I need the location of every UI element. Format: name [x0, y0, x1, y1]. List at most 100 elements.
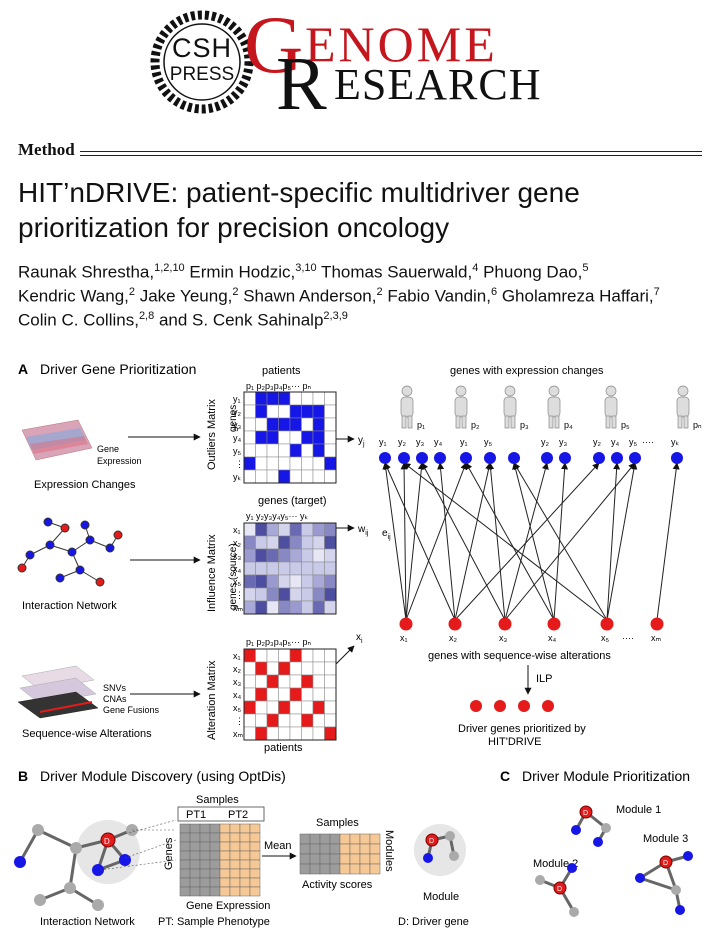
- activity-cell: [319, 843, 331, 855]
- pt1-label: PT1: [186, 809, 206, 821]
- matrix-cell: [243, 443, 256, 458]
- interaction-network-b-label: Interaction Network: [40, 916, 135, 928]
- sequence-alteration-icon: [17, 665, 99, 719]
- alteration-matrix: [243, 648, 337, 741]
- matrix-cell: [289, 443, 302, 458]
- author-affiliation: 2,8: [138, 310, 155, 322]
- matrix-cell: [255, 700, 268, 715]
- edge: [437, 462, 456, 621]
- matrix-cell: [324, 443, 337, 458]
- matrix-cell: [243, 417, 256, 432]
- yj-label: yj: [358, 435, 365, 448]
- projection-lines: [99, 819, 177, 871]
- edge: [504, 462, 636, 621]
- matrix-cell: [324, 548, 337, 563]
- matrix-cell: [289, 561, 302, 576]
- matrix-cell: [324, 561, 337, 576]
- panel-c-title: Driver Module Prioritization: [522, 768, 690, 784]
- expression-cell: [209, 850, 221, 861]
- matrix-cell: [255, 687, 268, 702]
- ellipsis-top: ····: [642, 437, 654, 447]
- module-1-label: Module 1: [616, 804, 661, 816]
- section-label: Method: [18, 140, 75, 159]
- matrix-cell: [324, 391, 337, 406]
- expression-gene-node: [593, 452, 605, 464]
- matrix-cell: [243, 600, 256, 615]
- matrix-cell: [301, 391, 314, 406]
- patient-body-icon: [400, 396, 414, 418]
- matrix-cell: [289, 687, 302, 702]
- matrix-cell: [301, 700, 314, 715]
- matrix-cell: [301, 456, 314, 471]
- patient-leg-icon: [401, 415, 407, 429]
- p-labels: p₁ p₂p₃p₄p₅··· pₙ: [246, 381, 312, 391]
- expression-gene-node: [416, 452, 428, 464]
- wij-label: wij: [357, 524, 369, 537]
- panel-b-letter: B: [18, 768, 28, 784]
- expression-gene-node: [379, 452, 391, 464]
- matrix-cell: [266, 600, 279, 615]
- author-affiliation: 2: [232, 286, 239, 298]
- pt-note: PT: Sample Phenotype: [158, 916, 270, 928]
- journal-word-research: ESEARCH: [334, 60, 542, 109]
- patient-head-icon: [677, 385, 689, 397]
- expression-cell: [179, 886, 191, 897]
- altered-gene-node: [600, 617, 614, 631]
- matrix-cell: [278, 391, 291, 406]
- author-name: Thomas Sauerwald,: [316, 262, 473, 282]
- patient-head-icon: [455, 385, 467, 397]
- matrix-cell: [255, 674, 268, 689]
- author-affiliation: 2: [376, 286, 383, 298]
- activity-cell: [359, 843, 371, 855]
- activity-cell: [309, 853, 321, 865]
- matrix-cell: [301, 443, 314, 458]
- patient-leg-icon: [605, 415, 611, 429]
- author-name: Fabio Vandin,: [382, 286, 491, 306]
- expression-cell: [179, 859, 191, 870]
- matrix-cell: [266, 535, 279, 550]
- expression-cell: [219, 886, 231, 897]
- matrix-cell: [324, 713, 337, 728]
- figure: A Driver Gene Prioritization Gene Expres…: [14, 361, 702, 928]
- matrix-cell: [289, 522, 302, 537]
- author-name: Gholamreza Haffari,: [497, 286, 654, 306]
- expression-gene-label: y₃: [416, 437, 425, 447]
- expression-gene-node: [559, 452, 571, 464]
- matrix-cell: [289, 535, 302, 550]
- expression-gene-node: [671, 452, 683, 464]
- patient-leg-icon: [455, 415, 461, 429]
- matrix-cell: [255, 587, 268, 602]
- genes-label-b: Genes: [163, 837, 175, 870]
- activity-cell: [299, 833, 311, 845]
- author-name: Jake Yeung,: [135, 286, 233, 306]
- expression-cell: [179, 841, 191, 852]
- authors-line-3: Colin C. Collins,2,8 and S. Cenk Sahinal…: [18, 310, 348, 331]
- expression-cell: [189, 823, 201, 834]
- expression-cell: [249, 877, 261, 888]
- expression-cell: [219, 841, 231, 852]
- patient-label: pₙ: [693, 420, 702, 430]
- expression-cell: [189, 832, 201, 843]
- expression-gene-label: y₅: [484, 437, 493, 447]
- matrix-cell: [312, 548, 325, 563]
- matrix-cell: [289, 391, 302, 406]
- expression-cell: [249, 868, 261, 879]
- pt2-label: PT2: [228, 809, 248, 821]
- matrix-cell: [289, 574, 302, 589]
- sequence-alterations-label: Sequence-wise Alterations: [22, 728, 152, 740]
- expression-cell: [199, 832, 211, 843]
- matrix-cell: [243, 648, 256, 663]
- expression-cell: [229, 841, 241, 852]
- matrix-cell: [312, 713, 325, 728]
- matrix-cell: [243, 391, 256, 406]
- module-label: Module: [423, 891, 459, 903]
- patient-leg-icon: [407, 415, 413, 429]
- driver-genes-label-2: HIT'DRIVE: [488, 736, 541, 748]
- activity-cell: [319, 853, 331, 865]
- expression-cell: [219, 850, 231, 861]
- matrix-cell: [289, 713, 302, 728]
- expression-cell: [179, 823, 191, 834]
- activity-cell: [369, 863, 381, 875]
- matrix-cell: [243, 574, 256, 589]
- expression-cell: [229, 850, 241, 861]
